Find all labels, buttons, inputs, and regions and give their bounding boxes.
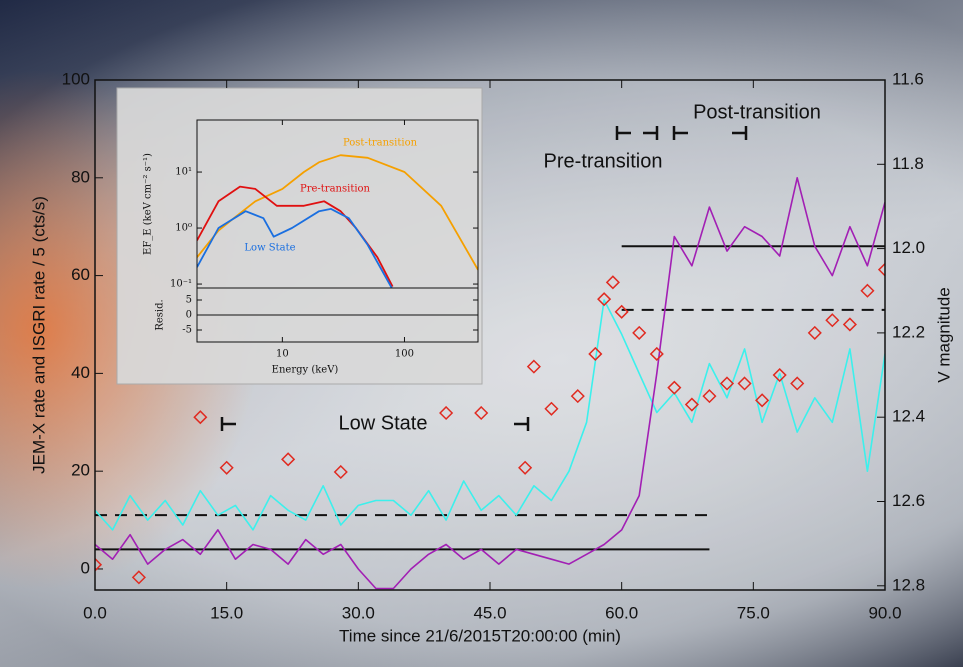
interval-bracket	[220, 417, 236, 431]
y-tick-label: 10¹	[175, 167, 192, 178]
y2-tick-label: 11.6	[892, 69, 924, 88]
data-point	[131, 570, 146, 585]
data-point	[597, 292, 612, 307]
inset-resid-title: Resid.	[155, 299, 166, 330]
series-line	[95, 299, 885, 531]
inset-chart: 10⁻¹ 10⁰ 10¹ 10 100 5 0 -5 EF_E (keV cm⁻² s⁻¹) Re…	[143, 119, 479, 376]
interval-bracket	[643, 126, 659, 140]
data-point	[219, 460, 234, 475]
data-point	[605, 275, 620, 290]
annotation: Pre-transition	[544, 150, 663, 172]
y2-tick-label: 11.8	[892, 154, 924, 173]
interval-bracket	[672, 126, 688, 140]
data-point	[281, 452, 296, 467]
inset-y-title: EF_E (keV cm⁻² s⁻¹)	[143, 153, 154, 255]
y-tick-label: 100	[62, 69, 90, 88]
inset-x-title: Energy (keV)	[272, 365, 339, 376]
data-point	[842, 317, 857, 332]
x-axis-title: Time since 21/6/2015T20:00:00 (min)	[339, 626, 621, 645]
data-point	[737, 376, 752, 391]
x-tick-label: 90.0	[868, 603, 901, 622]
data-point	[649, 346, 664, 362]
y2-tick-label: 12.4	[892, 407, 925, 426]
plot-frame	[94, 79, 886, 591]
data-point	[877, 262, 885, 277]
x-tick-label: 30.0	[342, 603, 375, 622]
interval-bracket	[732, 126, 748, 140]
series-group	[95, 177, 885, 590]
data-point	[570, 389, 585, 404]
data-point	[333, 464, 348, 480]
series-label: Pre-transition	[300, 184, 371, 195]
y-tick-label: 20	[71, 461, 90, 480]
y-tick-label: 80	[71, 167, 90, 186]
x-tick-label: 75.0	[737, 603, 770, 622]
x-tick-label: 60.0	[605, 603, 638, 622]
x-tick-label: 45.0	[473, 603, 506, 622]
y-tick-label: 40	[71, 363, 90, 382]
y2-tick-label: 12.6	[892, 491, 925, 510]
y-tick-label: 0	[186, 310, 192, 321]
y-tick-label: 60	[71, 265, 90, 284]
series-line	[197, 208, 393, 288]
series-group	[197, 154, 478, 288]
data-point	[614, 304, 629, 319]
inset-panel	[116, 87, 483, 385]
data-point	[825, 313, 840, 328]
data-point	[790, 376, 805, 391]
series-label: Post-transition	[343, 138, 418, 149]
data-point	[860, 283, 875, 298]
data-point	[772, 367, 787, 383]
y-tick-label: 0	[81, 558, 90, 577]
y2-axis-title: V magnitude	[934, 287, 953, 382]
data-point	[588, 346, 603, 362]
y-axis-title: JEM-X rate and ISGRI rate / 5 (cts/s)	[29, 196, 48, 474]
data-point	[667, 380, 682, 395]
data-point	[518, 460, 533, 475]
plot-frame	[196, 287, 479, 343]
data-point	[474, 405, 489, 421]
data-point	[702, 389, 717, 404]
y-tick-label: -5	[182, 325, 192, 336]
annotation: Low State	[339, 412, 428, 434]
data-point	[526, 359, 541, 374]
y-tick-label: 10⁰	[175, 223, 192, 234]
data-point	[439, 405, 454, 421]
annotation: Post-transition	[693, 101, 821, 123]
data-point	[95, 557, 103, 572]
data-point	[684, 397, 699, 412]
series-line	[95, 177, 885, 590]
y-tick-label: 10⁻¹	[170, 279, 192, 290]
data-point	[755, 393, 770, 408]
x-tick-label: 10	[276, 349, 289, 360]
data-point	[544, 401, 559, 416]
y-tick-label: 5	[186, 295, 192, 306]
x-tick-label: 15.0	[210, 603, 243, 622]
data-point	[193, 410, 208, 425]
series-label: Low State	[244, 243, 295, 254]
interval-bracket	[615, 126, 631, 140]
y2-tick-label: 12.2	[892, 322, 925, 341]
y2-tick-label: 12.0	[892, 238, 925, 257]
x-tick-label: 0.0	[83, 603, 107, 622]
data-point	[719, 376, 735, 391]
data-point	[807, 325, 822, 340]
interval-bracket	[514, 417, 530, 431]
data-point	[632, 325, 647, 340]
x-tick-label: 100	[395, 349, 414, 360]
y2-tick-label: 12.8	[892, 575, 925, 594]
